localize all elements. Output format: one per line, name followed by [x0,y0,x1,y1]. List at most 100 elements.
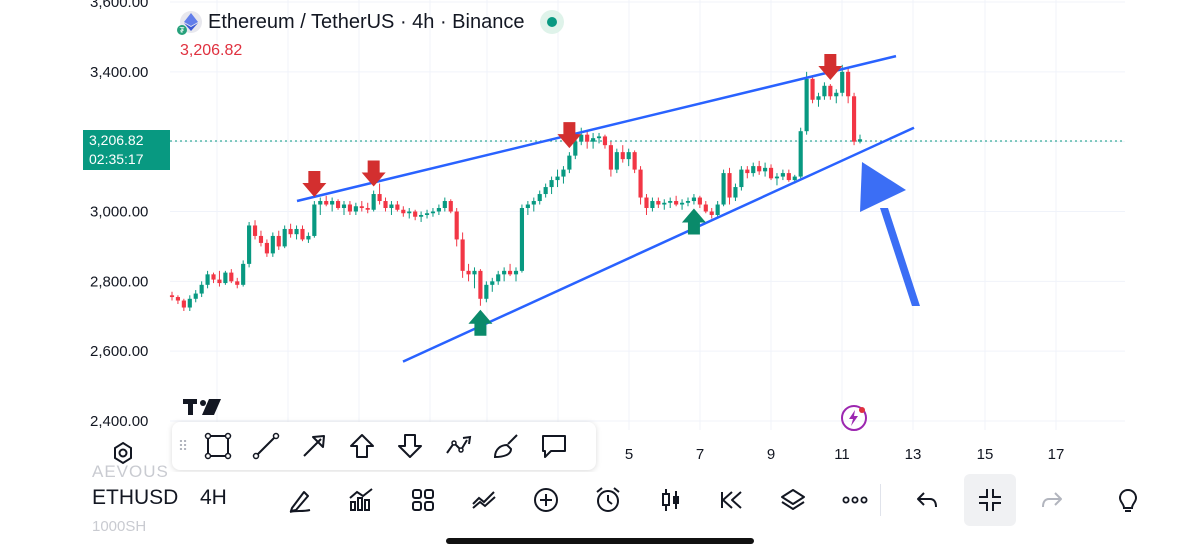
chart-legend[interactable]: ₮ Ethereum / TetherUS · 4h · Binance [177,10,565,35]
candle-body [258,235,264,243]
candle-body [602,136,608,146]
arrow-tool-icon[interactable] [290,422,338,470]
indicators-icon[interactable] [343,482,379,518]
buy-arrow-marker[interactable] [681,208,706,235]
candle-body [502,270,507,275]
interval-button[interactable]: 4H [200,486,227,509]
candle-body [247,225,252,264]
exit-fullscreen-icon[interactable] [964,474,1016,526]
candle-body [353,206,358,212]
candle-body [632,152,637,170]
candle-body [691,197,697,202]
candle-body [531,201,536,205]
redo-icon[interactable] [1034,482,1070,518]
candle-body [786,173,791,181]
arrow-up-marker-tool-icon[interactable] [338,422,386,470]
x-tick-label: 15 [977,446,994,463]
callout-tool-icon[interactable] [530,422,578,470]
drawing-toolbar[interactable]: ⠿ [172,422,596,470]
symbol-button[interactable]: ETHUSD [92,486,179,509]
candle-body [424,213,430,215]
drag-handle-icon[interactable]: ⠿ [177,437,189,454]
add-icon[interactable] [528,482,564,518]
templates-icon[interactable] [405,482,441,518]
y-tick-label: 3,400.00 [90,64,148,81]
undo-icon[interactable] [909,482,945,518]
candle-body [798,131,803,177]
x-tick-label: 11 [834,446,850,463]
candle-body [846,71,851,97]
more-options-icon[interactable] [837,482,873,518]
candle-body [650,201,655,209]
tradingview-logo-icon [183,396,223,424]
svg-text:₮: ₮ [180,26,185,35]
trendline-resistance[interactable] [296,54,897,203]
pointer-arrow[interactable] [860,162,920,306]
markers-group[interactable] [302,54,843,336]
candle-body [608,145,613,170]
candle-body [721,173,726,205]
candle-body [727,173,732,198]
candle-body [401,209,406,214]
candle-body [792,176,797,181]
rectangle-tool-icon[interactable] [194,422,242,470]
candle-body [757,166,762,172]
lightning-icon[interactable] [840,404,868,432]
candle-body [217,279,222,284]
candle-body [371,194,376,210]
candle-body [454,211,459,240]
candle-body [591,138,596,142]
candle-body [395,204,400,210]
candle-body [276,235,281,247]
replay-icon[interactable] [714,482,750,518]
sell-arrow-marker[interactable] [361,160,386,187]
candle-body [442,201,447,209]
sell-arrow-marker[interactable] [557,122,582,149]
candle-body [525,204,530,209]
symbol-title[interactable]: Ethereum / TetherUS · 4h · Binance [208,10,525,33]
candle-body [620,152,625,160]
candle-body [697,197,702,205]
path-tool-icon[interactable] [434,422,482,470]
candle-body [768,167,774,179]
candle-body [774,176,780,179]
chart-type-candles-icon[interactable] [653,482,689,518]
candle-body [537,194,542,202]
candle-body [585,134,590,142]
y-tick-label: 2,600.00 [90,343,148,360]
candle-body [288,228,293,235]
last-price-tag: 3,206.82 02:35:17 [83,130,170,170]
arrow-down-marker-tool-icon[interactable] [386,422,434,470]
trendlines-group[interactable] [296,54,915,363]
line-tool-icon[interactable] [242,422,290,470]
candle-body [549,180,554,188]
candle-body [857,139,863,142]
candle-body [715,204,720,215]
candle-body [543,187,548,195]
candle-body [300,228,305,240]
candle-body [507,270,513,275]
candle-body [478,270,483,299]
candle-body [193,293,198,299]
x-axis: 5 7 9 11 13 15 17 [625,446,1065,463]
compare-icon[interactable] [466,482,502,518]
drawing-pen-icon[interactable] [282,482,318,518]
candle-body [306,235,311,240]
x-tick-label: 13 [905,446,922,463]
brush-tool-icon[interactable] [482,422,530,470]
sell-arrow-marker[interactable] [302,171,327,198]
settings-icon[interactable] [110,440,136,466]
candle-body [377,194,382,202]
candle-body [626,152,631,160]
buy-arrow-marker[interactable] [468,309,493,336]
idea-lightbulb-icon[interactable] [1110,482,1146,518]
candle-body [709,211,714,215]
candle-body [413,211,418,217]
candle-body [662,202,667,205]
market-open-status-icon [540,10,565,34]
candle-body [330,201,335,205]
sell-arrow-marker[interactable] [818,54,843,81]
alert-clock-icon[interactable] [590,482,626,518]
layers-icon[interactable] [775,482,811,518]
